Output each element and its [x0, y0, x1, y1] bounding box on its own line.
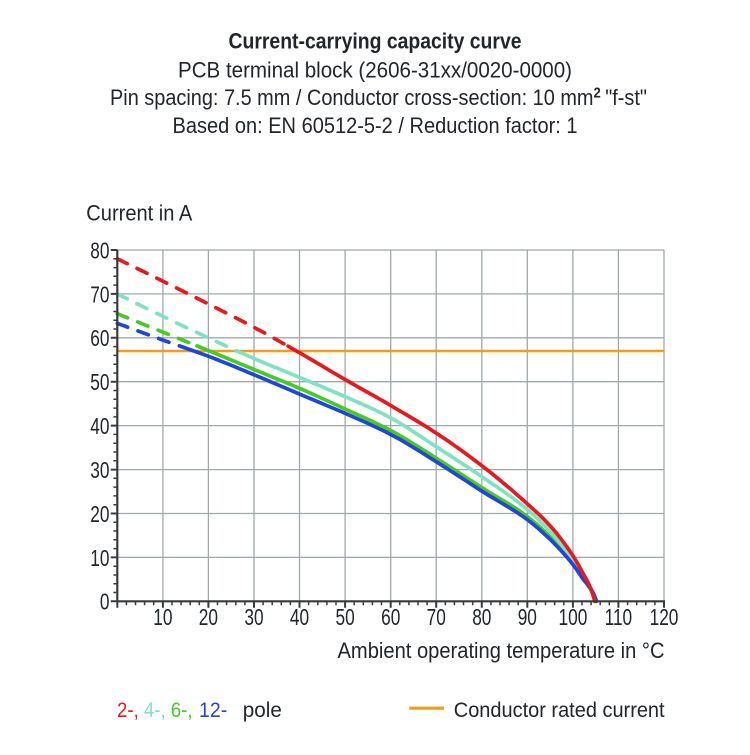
svg-text:12-: 12-: [199, 699, 227, 722]
svg-text:50: 50: [336, 604, 355, 630]
svg-text:"f-st": "f-st": [605, 85, 647, 110]
svg-text:Current-carrying capacity curv: Current-carrying capacity curve: [229, 29, 522, 54]
svg-text:4-,: 4-,: [144, 699, 166, 722]
svg-text:2: 2: [594, 86, 601, 102]
svg-text:20: 20: [90, 501, 109, 527]
svg-text:120: 120: [650, 604, 679, 630]
svg-text:60: 60: [90, 325, 109, 351]
svg-text:80: 80: [90, 237, 109, 263]
svg-text:6-,: 6-,: [171, 699, 193, 722]
svg-text:60: 60: [381, 604, 400, 630]
svg-text:50: 50: [90, 369, 109, 395]
svg-text:Current in A: Current in A: [86, 201, 192, 226]
svg-text:80: 80: [472, 604, 491, 630]
svg-text:20: 20: [199, 604, 218, 630]
svg-text:30: 30: [90, 457, 109, 483]
svg-text:Conductor rated current: Conductor rated current: [454, 699, 665, 722]
svg-text:Based on: EN 60512-5-2 / Reduc: Based on: EN 60512-5-2 / Reduction facto…: [173, 113, 578, 138]
svg-text:PCB terminal block (2606-31xx/: PCB terminal block (2606-31xx/0020-0000): [178, 58, 572, 83]
svg-text:90: 90: [518, 604, 537, 630]
svg-text:100: 100: [559, 604, 588, 630]
svg-text:40: 40: [90, 413, 109, 439]
svg-text:Pin spacing: 7.5 mm / Conducto: Pin spacing: 7.5 mm / Conductor cross-se…: [110, 85, 594, 110]
svg-text:70: 70: [90, 281, 109, 307]
svg-text:40: 40: [290, 604, 309, 630]
svg-text:30: 30: [244, 604, 263, 630]
svg-text:110: 110: [605, 604, 633, 630]
svg-text:2-,: 2-,: [117, 699, 139, 722]
svg-text:Ambient operating temperature: Ambient operating temperature in °C: [338, 638, 665, 663]
svg-text:10: 10: [90, 545, 109, 571]
svg-text:70: 70: [427, 604, 446, 630]
svg-text:0: 0: [100, 589, 110, 615]
svg-text:pole: pole: [243, 699, 282, 722]
svg-text:10: 10: [153, 604, 172, 630]
